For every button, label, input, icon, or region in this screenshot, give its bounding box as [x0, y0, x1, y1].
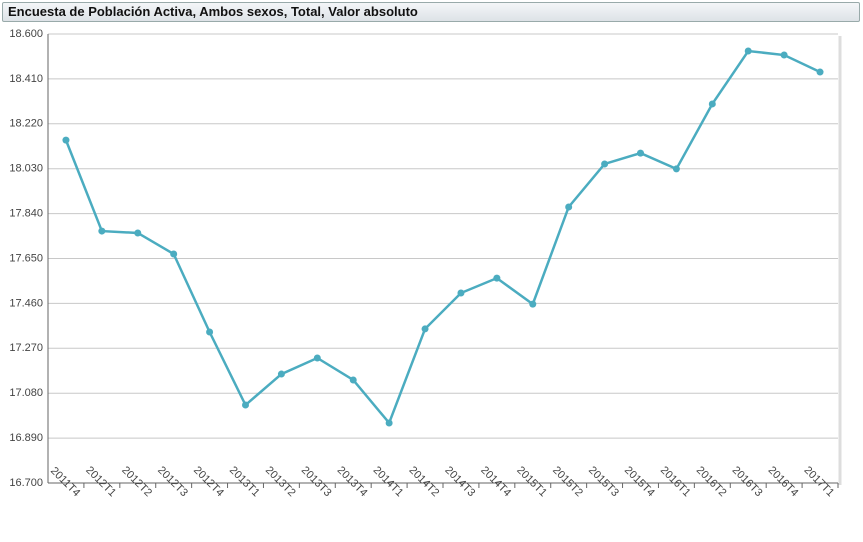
point: [98, 227, 106, 235]
y-tick-label: 17.080: [9, 387, 43, 399]
y-tick-label: 17.270: [9, 342, 43, 354]
point: [780, 51, 788, 59]
point: [62, 136, 70, 144]
y-tick-label: 18.220: [9, 118, 43, 130]
y-tick-label: 17.840: [9, 208, 43, 220]
point: [313, 354, 321, 362]
y-tick-label: 17.650: [9, 252, 43, 264]
point: [565, 203, 573, 211]
point: [349, 376, 357, 384]
chart-title: Encuesta de Población Activa, Ambos sexo…: [2, 2, 860, 22]
point: [744, 47, 752, 55]
point: [708, 100, 716, 108]
y-tick-label: 18.600: [9, 28, 43, 40]
point: [493, 274, 501, 282]
y-tick-label: 18.410: [9, 73, 43, 85]
y-tick-label: 18.030: [9, 163, 43, 175]
point: [385, 419, 393, 427]
y-tick-label: 16.890: [9, 432, 43, 444]
y-tick-label: 17.460: [9, 297, 43, 309]
point: [601, 160, 609, 168]
point: [816, 68, 824, 76]
point: [242, 401, 249, 409]
point: [206, 328, 214, 336]
point: [277, 370, 285, 378]
point: [637, 149, 644, 157]
point: [529, 300, 537, 308]
point: [457, 289, 465, 297]
line: [64, 49, 821, 426]
point: [134, 229, 142, 237]
point: [170, 250, 178, 258]
point: [421, 325, 429, 333]
point: [672, 165, 680, 173]
y-tick-label: 16.700: [9, 477, 43, 489]
